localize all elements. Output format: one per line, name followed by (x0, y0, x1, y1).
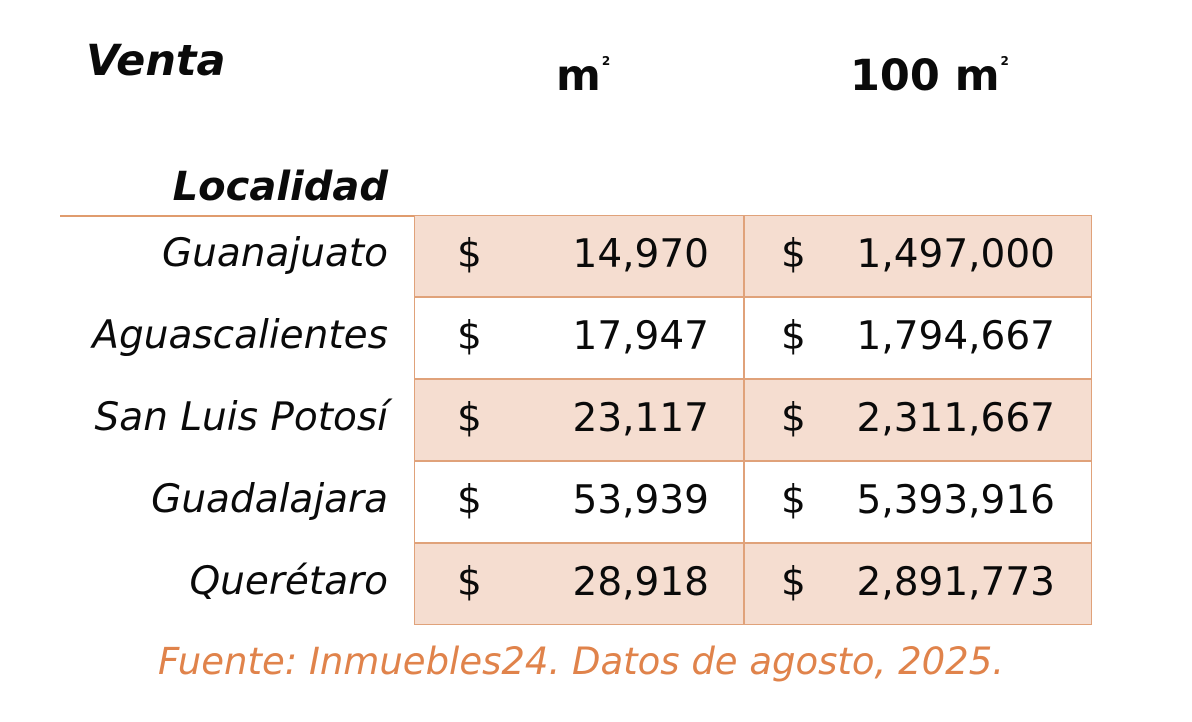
header-m2-label: m (556, 51, 601, 101)
price-m2-cell: $ 17,947 (414, 297, 744, 379)
header-localidad: Localidad (172, 164, 388, 210)
source-note: Fuente: Inmuebles24. Datos de agosto, 20… (158, 640, 1004, 683)
table-row: Aguascalientes $ 17,947 $ 1,794,667 (60, 297, 1092, 379)
currency-symbol: $ (457, 560, 482, 605)
currency-symbol: $ (781, 396, 806, 441)
price-100m2-value: 5,393,916 (856, 478, 1056, 523)
table-row: Guanajuato $ 14,970 $ 1,497,000 (60, 215, 1092, 297)
header-price-per-m2: m2 (556, 32, 610, 105)
price-100m2-value: 1,497,000 (856, 232, 1056, 277)
price-100m2-value: 1,794,667 (856, 314, 1056, 359)
price-m2-cell: $ 14,970 (414, 215, 744, 297)
row-localidad: Guanajuato (161, 231, 388, 276)
price-table: Guanajuato $ 14,970 $ 1,497,000 Aguascal… (60, 215, 1092, 625)
currency-symbol: $ (457, 478, 482, 523)
row-localidad: San Luis Potosí (94, 395, 388, 440)
currency-symbol: $ (457, 396, 482, 441)
price-100m2-cell: $ 5,393,916 (744, 461, 1092, 543)
price-m2-value: 23,117 (572, 396, 709, 441)
price-100m2-cell: $ 2,891,773 (744, 543, 1092, 625)
price-m2-value: 53,939 (572, 478, 709, 523)
currency-symbol: $ (781, 560, 806, 605)
price-m2-cell: $ 28,918 (414, 543, 744, 625)
currency-symbol: $ (781, 314, 806, 359)
header-m2-superscript: 2 (601, 54, 611, 68)
table-row: Guadalajara $ 53,939 $ 5,393,916 (60, 461, 1092, 543)
price-100m2-value: 2,311,667 (856, 396, 1056, 441)
currency-symbol: $ (781, 478, 806, 523)
price-m2-value: 28,918 (572, 560, 709, 605)
price-100m2-cell: $ 1,794,667 (744, 297, 1092, 379)
currency-symbol: $ (781, 232, 806, 277)
table-row: Querétaro $ 28,918 $ 2,891,773 (60, 543, 1092, 625)
header-price-per-100m2: 100 m2 (850, 32, 1009, 105)
price-100m2-cell: $ 2,311,667 (744, 379, 1092, 461)
price-100m2-cell: $ 1,497,000 (744, 215, 1092, 297)
header-100m2-label: 100 m (850, 51, 1000, 101)
header-venta: Venta (86, 36, 226, 86)
price-m2-cell: $ 23,117 (414, 379, 744, 461)
price-100m2-value: 2,891,773 (856, 560, 1056, 605)
row-localidad: Querétaro (189, 559, 388, 604)
row-localidad: Guadalajara (151, 477, 388, 522)
price-m2-value: 14,970 (572, 232, 709, 277)
currency-symbol: $ (457, 314, 482, 359)
header-100m2-superscript: 2 (1000, 54, 1009, 68)
price-m2-cell: $ 53,939 (414, 461, 744, 543)
table-top-rule (60, 215, 414, 217)
table-row: San Luis Potosí $ 23,117 $ 2,311,667 (60, 379, 1092, 461)
currency-symbol: $ (457, 232, 482, 277)
row-localidad: Aguascalientes (92, 313, 388, 358)
price-m2-value: 17,947 (572, 314, 709, 359)
